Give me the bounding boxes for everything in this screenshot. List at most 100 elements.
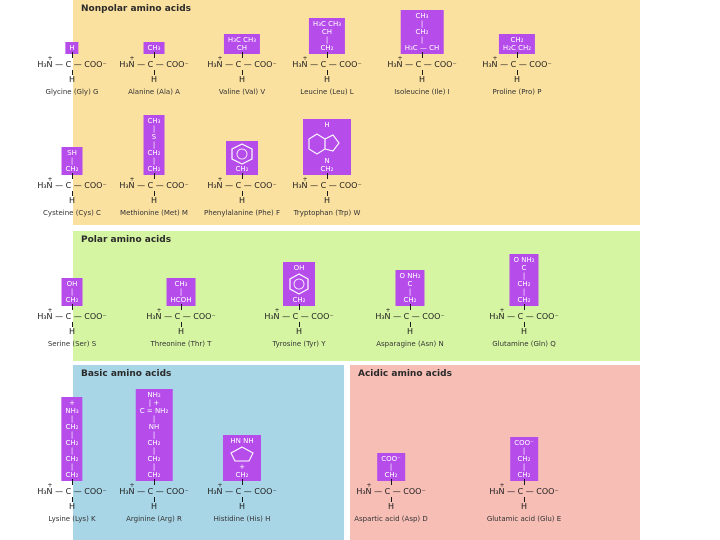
- amino-acid-cysteine: SH | CH₂ + H₃N — C — COO⁻ H Cysteine (Cys) C: [20, 147, 124, 217]
- alpha-hydrogen: H: [238, 75, 245, 84]
- side-chain-text: C = NH₂: [139, 407, 169, 415]
- bond-line: [327, 191, 328, 196]
- side-chain-text: CH₃: [174, 280, 188, 288]
- bond-line: [72, 322, 73, 327]
- side-chain-text: |: [70, 415, 74, 423]
- side-chain: HN NH + CH₂: [223, 435, 261, 481]
- amino-acid-arginine: NH₂ | + C = NH₂ | NH | CH₂ | CH₂ | CH₂ + H₃N — C — C…: [102, 389, 206, 523]
- side-chain-text: CH₂: [65, 471, 79, 479]
- alpha-hydrogen: H: [295, 327, 302, 336]
- side-chain: O NH₂ C | CH₂ | CH₂: [509, 254, 539, 306]
- side-chain-text: CH₂: [147, 471, 161, 479]
- amino-acid-name: Tryptophan (Trp) W: [293, 209, 361, 217]
- side-chain-text: CH₂: [235, 471, 249, 479]
- side-chain: SH | CH₂: [61, 147, 83, 175]
- backbone-formula: H₃N — C — COO⁻: [207, 487, 277, 496]
- bond-line: [242, 70, 243, 75]
- side-chain-text: +: [69, 399, 75, 407]
- side-chain: H N CH₂: [303, 119, 351, 175]
- amino-acid-alanine: CH₃ + H₃N — C — COO⁻ H Alanine (Ala) A: [102, 34, 206, 96]
- side-chain: OH CH₂: [283, 262, 315, 306]
- side-chain: OH | CH₂: [61, 278, 83, 306]
- side-chain-text: CH: [236, 44, 248, 52]
- side-chain-text: +: [239, 463, 245, 471]
- side-chain-text: NH₃: [65, 407, 79, 415]
- side-chain-text: CH₂: [517, 280, 531, 288]
- backbone-formula: H₃N — C — COO⁻: [37, 60, 107, 69]
- side-chain: CH₂: [226, 141, 258, 175]
- bond-line: [524, 479, 525, 485]
- side-chain: CH₃ | S | CH₂ | CH₂: [143, 115, 165, 175]
- side-chain-text: N: [324, 157, 330, 165]
- bond-line: [391, 497, 392, 502]
- amino-acid-name: Threonine (Thr) T: [150, 340, 212, 348]
- charge-plus: +: [129, 55, 135, 62]
- backbone-formula: H₃N — C — COO⁻: [489, 487, 559, 496]
- side-chain-text: CH₂: [65, 165, 79, 173]
- bond-line: [72, 52, 73, 58]
- side-chain-text: NH₂: [147, 391, 161, 399]
- charge-plus: +: [217, 55, 223, 62]
- alpha-hydrogen: H: [238, 196, 245, 205]
- side-chain-text: | +: [148, 399, 160, 407]
- backbone-formula: H₃N — C — COO⁻: [119, 181, 189, 190]
- nonpolar-panel: Nonpolar amino acids: [73, 0, 640, 225]
- side-chain-text: |: [522, 463, 526, 471]
- side-chain-text: |: [152, 431, 156, 439]
- amino-acid-name: Glutamine (Gln) Q: [492, 340, 556, 348]
- side-chain-text: C: [521, 264, 527, 272]
- bond-line: [391, 479, 392, 485]
- backbone-formula: H₃N — C — COO⁻: [292, 60, 362, 69]
- side-chain-text: |: [70, 447, 74, 455]
- bond-line: [242, 52, 243, 58]
- side-chain-text: H: [324, 121, 330, 129]
- side-chain-text: |: [70, 463, 74, 471]
- side-chain: + NH₃ | CH₂ | CH₂ | CH₂ | CH₂: [61, 397, 83, 481]
- bond-line: [327, 173, 328, 179]
- charge-plus: +: [302, 176, 308, 183]
- bond-line: [154, 497, 155, 502]
- basic-panel: Basic amino acids: [73, 365, 344, 540]
- side-chain-text: CH₂: [65, 423, 79, 431]
- side-chain-text: CH₂: [147, 455, 161, 463]
- side-chain-text: OH: [293, 264, 305, 272]
- charge-plus: +: [47, 307, 53, 314]
- side-chain-text: C: [407, 280, 413, 288]
- bond-line: [154, 173, 155, 179]
- indole-ring-icon: [308, 133, 340, 155]
- alpha-hydrogen: H: [513, 75, 520, 84]
- charge-plus: +: [47, 55, 53, 62]
- amino-acid-name: Lysine (Lys) K: [48, 515, 96, 523]
- alpha-hydrogen: H: [150, 196, 157, 205]
- bond-line: [72, 479, 73, 485]
- side-chain: O NH₂ C | CH₂: [395, 270, 425, 306]
- side-chain-text: |: [152, 447, 156, 455]
- side-chain: NH₂ | + C = NH₂ | NH | CH₂ | CH₂ | CH₂: [135, 389, 173, 481]
- side-chain-text: CH₂: [403, 296, 417, 304]
- alpha-hydrogen: H: [68, 75, 75, 84]
- side-chain-text: |: [522, 272, 526, 280]
- backbone-formula: H₃N — C — COO⁻: [119, 60, 189, 69]
- side-chain: COO⁻ | CH₂ | CH₂: [510, 437, 538, 481]
- side-chain: CH₃ | HCOH: [166, 278, 196, 306]
- charge-plus: +: [499, 482, 505, 489]
- amino-acid-valine: H₃C CH₃ CH + H₃N — C — COO⁻ H Valine (Val) V: [190, 34, 294, 96]
- amino-acid-threonine: CH₃ | HCOH + H₃N — C — COO⁻ H Threonine (Thr) …: [129, 278, 233, 348]
- alpha-hydrogen: H: [520, 327, 527, 336]
- side-chain-text: CH₃: [415, 12, 429, 20]
- backbone-formula: H₃N — C — COO⁻: [37, 487, 107, 496]
- backbone-formula: H₃N — C — COO⁻: [146, 312, 216, 321]
- alpha-hydrogen: H: [150, 502, 157, 511]
- bond-line: [524, 497, 525, 502]
- backbone-formula: H₃N — C — COO⁻: [37, 312, 107, 321]
- bond-line: [410, 304, 411, 310]
- side-chain-text: CH₂: [384, 471, 398, 479]
- backbone-formula: H₃N — C — COO⁻: [482, 60, 552, 69]
- side-chain-text: CH₂: [517, 296, 531, 304]
- panel-title: Polar amino acids: [81, 235, 172, 245]
- amino-acid-aspartic: COO⁻ | CH₂ + H₃N — C — COO⁻ H Aspartic acid (A…: [339, 453, 443, 523]
- side-chain-text: CH₂: [517, 455, 531, 463]
- side-chain-text: CH₃: [147, 44, 161, 52]
- amino-acid-name: Glutamic acid (Glu) E: [486, 515, 562, 523]
- amino-acid-name: Asparagine (Asn) N: [376, 340, 444, 348]
